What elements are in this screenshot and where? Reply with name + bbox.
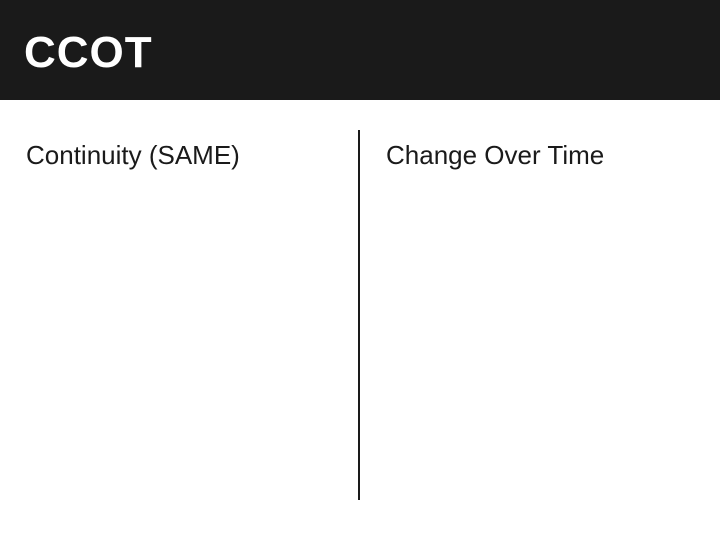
- slide-title: CCOT: [24, 28, 696, 78]
- left-column-heading: Continuity (SAME): [26, 140, 338, 171]
- title-bar: CCOT: [0, 0, 720, 100]
- left-column: Continuity (SAME): [0, 130, 360, 540]
- slide: CCOT Continuity (SAME) Change Over Time: [0, 0, 720, 540]
- divider-bottom-mask: [358, 500, 362, 540]
- right-column-heading: Change Over Time: [386, 140, 700, 171]
- two-column-layout: Continuity (SAME) Change Over Time: [0, 130, 720, 540]
- right-column: Change Over Time: [360, 130, 720, 540]
